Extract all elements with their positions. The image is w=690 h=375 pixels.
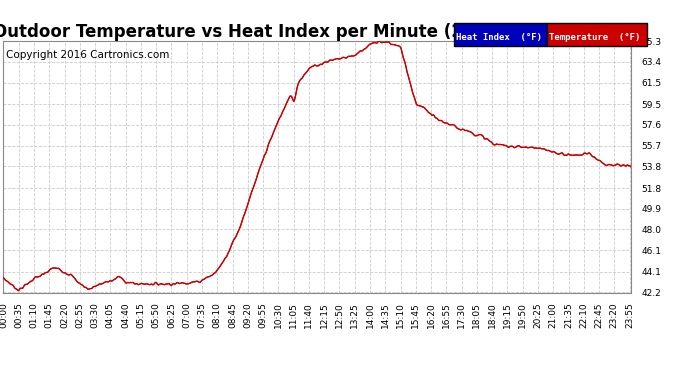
Text: Copyright 2016 Cartronics.com: Copyright 2016 Cartronics.com [6,50,169,60]
Text: Heat Index  (°F): Heat Index (°F) [456,33,542,42]
Title: Outdoor Temperature vs Heat Index per Minute (24 Hours) 20161110: Outdoor Temperature vs Heat Index per Mi… [0,23,641,41]
Text: Temperature  (°F): Temperature (°F) [549,33,640,42]
